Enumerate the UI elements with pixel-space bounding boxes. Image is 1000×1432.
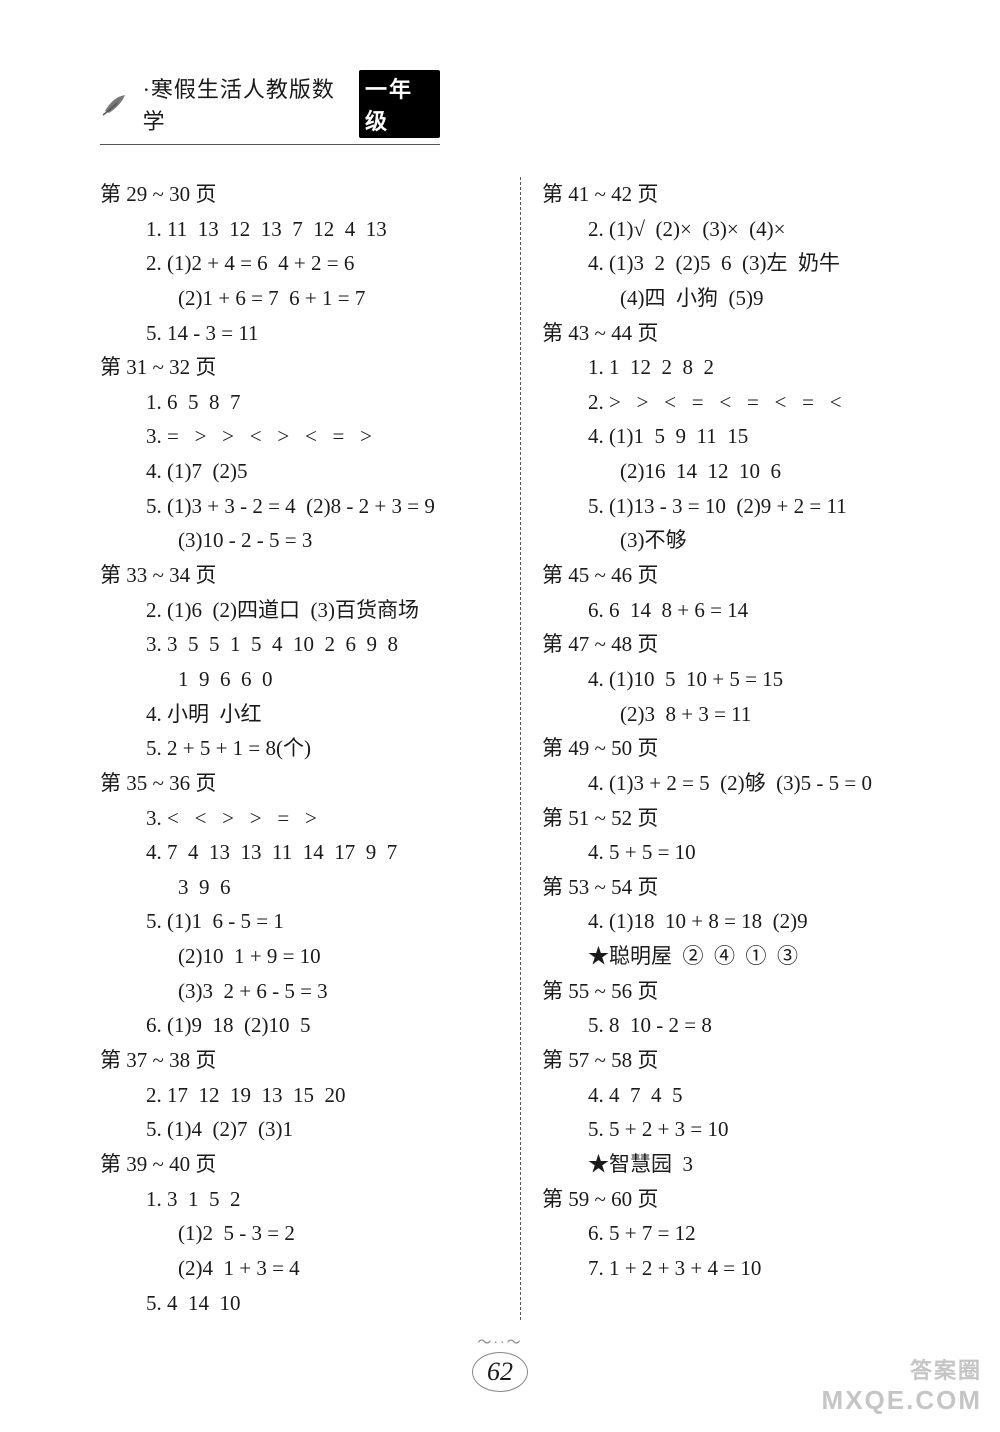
watermark-line2: MXQE.COM [822,1385,982,1416]
right-line: 第 43 ~ 44 页 [542,316,940,351]
header-grade: 一年级 [359,70,440,138]
left-line: (3)10 - 2 - 5 = 3 [178,523,498,558]
right-line: 5. 8 10 - 2 = 8 [588,1008,940,1043]
right-line: ★聪明屋 ② ④ ① ③ [588,939,940,974]
left-line: (1)2 5 - 3 = 2 [178,1216,498,1251]
right-line: (2)3 8 + 3 = 11 [620,697,940,732]
right-line: 1. 1 12 2 8 2 [588,350,940,385]
left-column: 第 29 ~ 30 页1. 11 13 12 13 7 12 4 132. (1… [100,177,520,1320]
left-line: 第 29 ~ 30 页 [100,177,498,212]
leaf-icon [100,89,133,119]
left-line: 2. (1)6 (2)四道口 (3)百货商场 [146,593,498,628]
left-line: 5. (1)4 (2)7 (3)1 [146,1112,498,1147]
left-line: (2)4 1 + 3 = 4 [178,1251,498,1286]
left-line: 1 9 6 6 0 [178,662,498,697]
left-line: 5. 14 - 3 = 11 [146,316,498,351]
right-line: 4. 4 7 4 5 [588,1078,940,1113]
page-root: ·寒假生活人教版数学 一年级 第 29 ~ 30 页1. 11 13 12 13… [0,0,1000,1432]
right-line: 4. (1)10 5 10 + 5 = 15 [588,662,940,697]
left-line: 第 35 ~ 36 页 [100,766,498,801]
right-line: 4. 5 + 5 = 10 [588,835,940,870]
header-title: ·寒假生活人教版数学 [143,72,349,136]
left-line: 3. 3 5 5 1 5 4 10 2 6 9 8 [146,627,498,662]
left-line: 5. 2 + 5 + 1 = 8(个) [146,731,498,766]
right-line: 第 55 ~ 56 页 [542,974,940,1009]
left-line: 第 31 ~ 32 页 [100,350,498,385]
right-line: 第 41 ~ 42 页 [542,177,940,212]
right-line: 7. 1 + 2 + 3 + 4 = 10 [588,1251,940,1286]
right-line: 5. 5 + 2 + 3 = 10 [588,1112,940,1147]
left-line: 5. 4 14 10 [146,1286,498,1321]
watermark-line1: 答案圈 [822,1353,982,1385]
right-line: 第 59 ~ 60 页 [542,1182,940,1217]
left-line: 6. (1)9 18 (2)10 5 [146,1008,498,1043]
right-line: (4)四 小狗 (5)9 [620,281,940,316]
left-line: (3)3 2 + 6 - 5 = 3 [178,974,498,1009]
left-line: 第 33 ~ 34 页 [100,558,498,593]
right-line: 4. (1)3 2 (2)5 6 (3)左 奶牛 [588,246,940,281]
right-line: 第 45 ~ 46 页 [542,558,940,593]
right-line: 2. > > < = < = < = < [588,385,940,420]
left-line: 第 37 ~ 38 页 [100,1043,498,1078]
left-line: 2. (1)2 + 4 = 6 4 + 2 = 6 [146,246,498,281]
right-line: 第 49 ~ 50 页 [542,731,940,766]
right-line: 第 51 ~ 52 页 [542,801,940,836]
right-line: 6. 6 14 8 + 6 = 14 [588,593,940,628]
left-line: 5. (1)3 + 3 - 2 = 4 (2)8 - 2 + 3 = 9 [146,489,498,524]
left-line: 1. 6 5 8 7 [146,385,498,420]
right-line: 2. (1)√ (2)× (3)× (4)× [588,212,940,247]
left-line: 1. 3 1 5 2 [146,1182,498,1217]
page-header: ·寒假生活人教版数学 一年级 [100,70,440,145]
right-line: 第 57 ~ 58 页 [542,1043,940,1078]
left-line: 4. 7 4 13 13 11 14 17 9 7 [146,835,498,870]
left-line: 3. < < > > = > [146,801,498,836]
column-divider [520,177,521,1320]
left-line: 3 9 6 [178,870,498,905]
right-line: 第 47 ~ 48 页 [542,627,940,662]
right-line: 第 53 ~ 54 页 [542,870,940,905]
page-number-block: ～··～ 62 [472,1332,528,1392]
right-line: (2)16 14 12 10 6 [620,454,940,489]
right-line: 4. (1)1 5 9 11 15 [588,419,940,454]
left-line: 4. 小明 小红 [146,697,498,732]
right-line: 6. 5 + 7 = 12 [588,1216,940,1251]
left-line: (2)10 1 + 9 = 10 [178,939,498,974]
right-column: 第 41 ~ 42 页2. (1)√ (2)× (3)× (4)×4. (1)3… [520,177,940,1320]
left-line: 3. = > > < > < = > [146,419,498,454]
right-line: 4. (1)18 10 + 8 = 18 (2)9 [588,904,940,939]
right-line: (3)不够 [620,523,940,558]
right-line: 5. (1)13 - 3 = 10 (2)9 + 2 = 11 [588,489,940,524]
page-number: 62 [472,1352,528,1392]
right-line: 4. (1)3 + 2 = 5 (2)够 (3)5 - 5 = 0 [588,766,940,801]
left-line: (2)1 + 6 = 7 6 + 1 = 7 [178,281,498,316]
left-line: 2. 17 12 19 13 15 20 [146,1078,498,1113]
page-number-decoration: ～··～ [472,1332,528,1352]
watermark: 答案圈 MXQE.COM [822,1353,982,1416]
left-line: 第 39 ~ 40 页 [100,1147,498,1182]
right-line: ★智慧园 3 [588,1147,940,1182]
left-line: 5. (1)1 6 - 5 = 1 [146,904,498,939]
left-line: 4. (1)7 (2)5 [146,454,498,489]
left-line: 1. 11 13 12 13 7 12 4 13 [146,212,498,247]
content-columns: 第 29 ~ 30 页1. 11 13 12 13 7 12 4 132. (1… [100,177,940,1320]
